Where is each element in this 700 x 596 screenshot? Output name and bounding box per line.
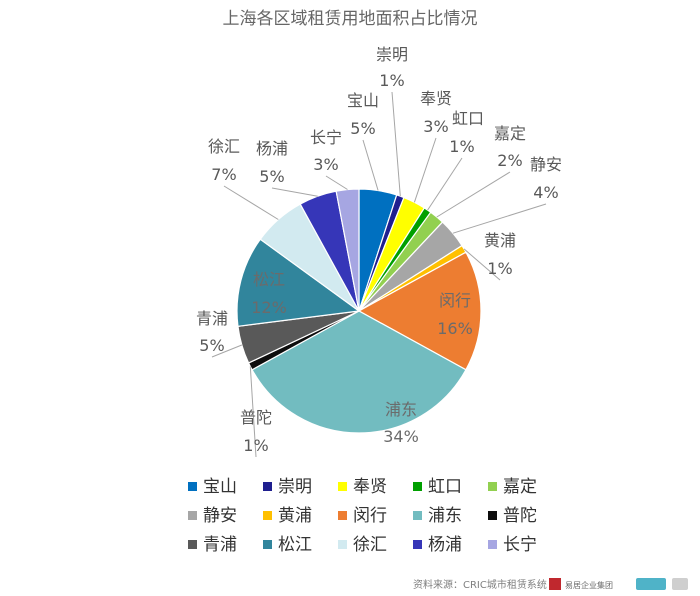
legend-swatch-14 bbox=[488, 540, 497, 549]
legend-label-8: 浦东 bbox=[428, 506, 462, 526]
slice-label-name-10: 青浦 bbox=[196, 309, 228, 328]
slice-label-name-9: 普陀 bbox=[240, 408, 272, 427]
leader-line-6 bbox=[463, 248, 501, 281]
legend-swatch-10 bbox=[188, 540, 197, 549]
slice-label-name-0: 宝山 bbox=[347, 91, 379, 110]
legend-label-7: 闵行 bbox=[353, 506, 387, 526]
source-text: 资料来源：CRIC城市租赁系统 bbox=[413, 578, 547, 591]
slice-label-name-4: 嘉定 bbox=[494, 124, 526, 143]
slice-label-name-7: 闵行 bbox=[439, 291, 471, 310]
leader-line-9 bbox=[249, 366, 257, 458]
legend-label-13: 杨浦 bbox=[428, 535, 462, 555]
slice-label-value-11: 12% bbox=[251, 298, 287, 317]
slice-label-value-13: 5% bbox=[259, 167, 284, 186]
slice-label-value-12: 7% bbox=[211, 165, 236, 184]
slice-label-name-14: 长宁 bbox=[310, 128, 342, 147]
pie-slice-11 bbox=[236, 238, 361, 327]
logo-mark-icon bbox=[549, 578, 561, 590]
legend-label-11: 松江 bbox=[278, 535, 312, 555]
leader-line-2 bbox=[413, 137, 437, 203]
leader-line-13 bbox=[271, 187, 318, 197]
leader-line-10 bbox=[211, 344, 242, 358]
logo-small-icon bbox=[672, 578, 688, 590]
pie-slice-14 bbox=[335, 188, 360, 312]
slice-label-name-13: 杨浦 bbox=[256, 139, 288, 158]
leader-line-4 bbox=[436, 171, 511, 218]
legend-swatch-9 bbox=[488, 511, 497, 520]
slice-label-name-6: 黄浦 bbox=[484, 231, 516, 250]
slice-label-value-14: 3% bbox=[313, 155, 338, 174]
legend-swatch-13 bbox=[413, 540, 422, 549]
slice-label-value-9: 1% bbox=[243, 436, 268, 455]
slice-label-value-8: 34% bbox=[383, 427, 419, 446]
legend-label-2: 奉贤 bbox=[353, 477, 387, 497]
legend-swatch-8 bbox=[413, 511, 422, 520]
slice-label-value-3: 1% bbox=[449, 137, 474, 156]
leader-line-5 bbox=[452, 203, 547, 234]
slice-label-name-11: 松江 bbox=[253, 270, 285, 289]
leader-line-0 bbox=[362, 139, 379, 191]
logo-badge-icon bbox=[636, 578, 666, 590]
legend-swatch-2 bbox=[338, 482, 347, 491]
slice-label-value-4: 2% bbox=[497, 151, 522, 170]
leader-line-3 bbox=[427, 157, 463, 211]
slice-label-name-12: 徐汇 bbox=[208, 137, 240, 156]
legend-swatch-6 bbox=[263, 511, 272, 520]
slice-label-value-5: 4% bbox=[533, 183, 558, 202]
slice-label-name-2: 奉贤 bbox=[420, 89, 452, 108]
legend-label-4: 嘉定 bbox=[503, 477, 537, 497]
footer: 资料来源：CRIC城市租赁系统 易居企业集团 bbox=[413, 578, 688, 591]
slice-label-name-3: 虹口 bbox=[452, 109, 484, 128]
chart-title: 上海各区域租赁用地面积占比情况 bbox=[223, 9, 478, 29]
pie-slice-8 bbox=[251, 310, 467, 434]
leader-lines bbox=[211, 91, 547, 458]
slice-label-value-2: 3% bbox=[423, 117, 448, 136]
slice-label-name-5: 静安 bbox=[530, 155, 562, 174]
legend-label-3: 虹口 bbox=[428, 477, 462, 497]
leader-line-14 bbox=[325, 175, 348, 190]
legend-swatch-4 bbox=[488, 482, 497, 491]
legend-label-6: 黄浦 bbox=[278, 506, 312, 526]
legend-swatch-11 bbox=[263, 540, 272, 549]
legend-swatch-12 bbox=[338, 540, 347, 549]
legend-swatch-7 bbox=[338, 511, 347, 520]
pie-slices bbox=[236, 188, 482, 434]
legend-label-5: 静安 bbox=[203, 506, 237, 526]
legend-swatch-1 bbox=[263, 482, 272, 491]
legend-label-1: 崇明 bbox=[278, 477, 312, 497]
legend-label-0: 宝山 bbox=[203, 477, 237, 497]
legend-label-12: 徐汇 bbox=[353, 535, 387, 555]
slice-label-value-6: 1% bbox=[487, 259, 512, 278]
logo-text: 易居企业集团 bbox=[565, 580, 613, 590]
slice-label-value-0: 5% bbox=[350, 119, 375, 138]
legend-swatch-5 bbox=[188, 511, 197, 520]
pie-slice-7 bbox=[357, 251, 482, 371]
leader-line-12 bbox=[223, 185, 279, 220]
legend-swatch-0 bbox=[188, 482, 197, 491]
legend-swatch-3 bbox=[413, 482, 422, 491]
legend-label-9: 普陀 bbox=[503, 506, 537, 526]
leader-line-1 bbox=[391, 91, 401, 197]
publisher-logo: 易居企业集团 bbox=[549, 578, 688, 590]
legend-label-10: 青浦 bbox=[203, 535, 237, 555]
slice-label-name-8: 浦东 bbox=[385, 400, 417, 419]
legend-label-14: 长宁 bbox=[503, 535, 537, 555]
slice-label-value-1: 1% bbox=[379, 71, 404, 90]
slice-label-name-1: 崇明 bbox=[376, 45, 408, 64]
slice-label-value-10: 5% bbox=[199, 336, 224, 355]
slice-labels: 宝山5%崇明1%奉贤3% 虹口1%嘉定2% 静安4%黄浦1%闵行16%浦东34%普陀… bbox=[196, 45, 562, 455]
slice-label-value-7: 16% bbox=[437, 319, 473, 338]
